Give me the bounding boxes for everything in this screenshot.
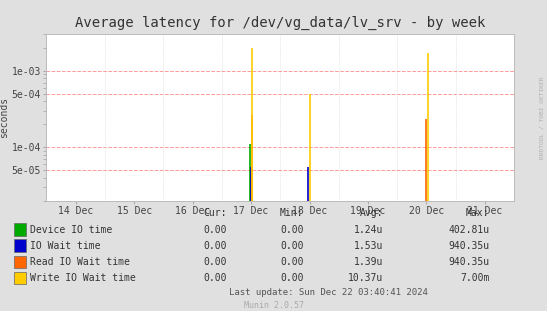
Text: IO Wait time: IO Wait time xyxy=(30,241,101,251)
Title: Average latency for /dev/vg_data/lv_srv - by week: Average latency for /dev/vg_data/lv_srv … xyxy=(75,16,486,30)
Text: 1.24u: 1.24u xyxy=(353,225,383,234)
Text: Avg:: Avg: xyxy=(359,208,383,218)
Text: 10.37u: 10.37u xyxy=(348,273,383,283)
Text: 0.00: 0.00 xyxy=(203,241,227,251)
Text: 940.35u: 940.35u xyxy=(449,241,490,251)
Text: 0.00: 0.00 xyxy=(203,273,227,283)
Text: Max:: Max: xyxy=(466,208,490,218)
Text: 0.00: 0.00 xyxy=(280,241,304,251)
Text: Cur:: Cur: xyxy=(203,208,227,218)
Text: 0.00: 0.00 xyxy=(280,257,304,267)
Text: 0.00: 0.00 xyxy=(203,257,227,267)
Text: 402.81u: 402.81u xyxy=(449,225,490,234)
Text: 0.00: 0.00 xyxy=(280,273,304,283)
Text: Read IO Wait time: Read IO Wait time xyxy=(30,257,130,267)
Text: Device IO time: Device IO time xyxy=(30,225,112,234)
Text: 1.53u: 1.53u xyxy=(353,241,383,251)
Text: Min:: Min: xyxy=(280,208,304,218)
Y-axis label: seconds: seconds xyxy=(0,97,9,138)
Text: 0.00: 0.00 xyxy=(280,225,304,234)
Text: 1.39u: 1.39u xyxy=(353,257,383,267)
Text: Last update: Sun Dec 22 03:40:41 2024: Last update: Sun Dec 22 03:40:41 2024 xyxy=(229,288,428,297)
Text: RRDTOOL / TOBI OETIKER: RRDTOOL / TOBI OETIKER xyxy=(539,77,544,160)
Text: Munin 2.0.57: Munin 2.0.57 xyxy=(243,301,304,310)
Text: Write IO Wait time: Write IO Wait time xyxy=(30,273,136,283)
Text: 940.35u: 940.35u xyxy=(449,257,490,267)
Text: 0.00: 0.00 xyxy=(203,225,227,234)
Text: 7.00m: 7.00m xyxy=(460,273,490,283)
